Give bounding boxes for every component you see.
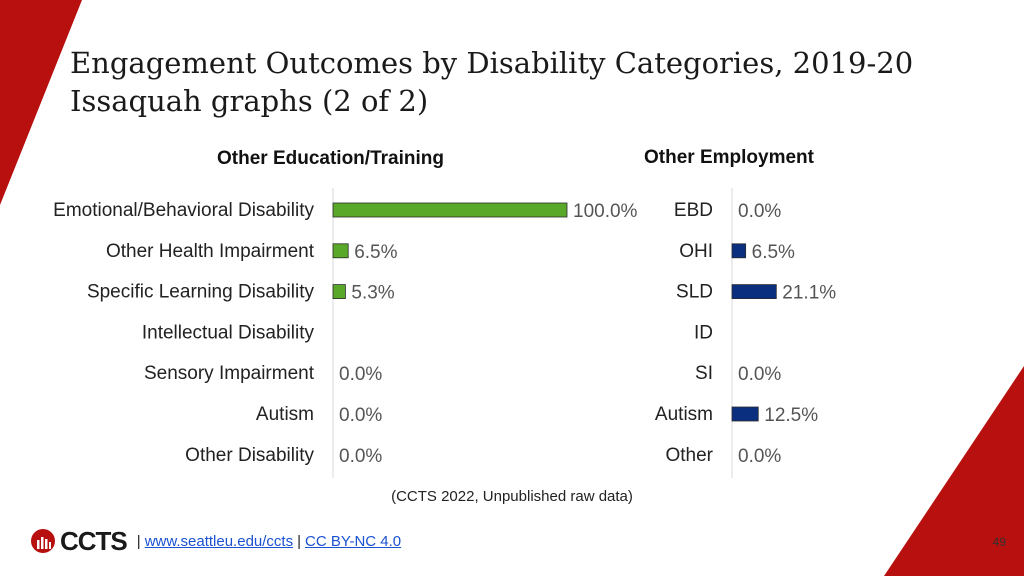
slide-title: Engagement Outcomes by Disability Catego… <box>70 44 990 120</box>
value-label-employment: 0.0% <box>738 364 781 385</box>
footer-link-website[interactable]: www.seattleu.edu/ccts <box>144 532 294 550</box>
category-label-employment: SI <box>695 363 713 384</box>
category-label-employment: ID <box>694 322 713 343</box>
category-label-education: Specific Learning Disability <box>87 282 315 303</box>
top-left-accent-triangle <box>0 0 82 205</box>
bar-employment <box>731 284 777 300</box>
chart-title-education: Other Education/Training <box>217 148 444 169</box>
ccts-logo: CCTS <box>30 525 128 557</box>
footer-separator: | <box>136 532 141 550</box>
category-label-education: Emotional/Behavioral Disability <box>53 200 314 221</box>
value-label-education: 6.5% <box>354 242 397 263</box>
bar-education <box>332 243 349 259</box>
category-label-employment: Other <box>665 445 713 466</box>
ccts-logo-icon <box>31 529 55 553</box>
category-label-employment: Autism <box>655 404 713 425</box>
bar-education <box>332 202 568 218</box>
chart-title-employment: Other Employment <box>644 147 814 168</box>
category-label-education: Other Health Impairment <box>106 241 315 262</box>
bar-education <box>332 284 346 300</box>
ccts-logo-text: CCTS <box>60 525 128 556</box>
category-label-employment: EBD <box>674 200 713 221</box>
category-label-education: Other Disability <box>185 445 314 466</box>
value-label-education: 0.0% <box>339 446 382 467</box>
category-label-employment: SLD <box>676 282 713 303</box>
footer-link-license[interactable]: CC BY-NC 4.0 <box>305 532 402 550</box>
value-label-employment: 0.0% <box>738 201 781 222</box>
category-label-education: Sensory Impairment <box>144 363 315 384</box>
slide-title-line-1: Engagement Outcomes by Disability Catego… <box>70 46 914 80</box>
page-number: 49 <box>992 535 1006 549</box>
bar-employment <box>731 243 747 259</box>
value-label-education: 100.0% <box>573 201 638 222</box>
category-label-education: Autism <box>256 404 314 425</box>
footer: CCTS | www.seattleu.edu/ccts | CC BY-NC … <box>30 526 401 556</box>
category-label-education: Intellectual Disability <box>142 322 315 343</box>
value-label-employment: 12.5% <box>764 405 818 426</box>
value-label-education: 5.3% <box>351 283 394 304</box>
source-note: (CCTS 2022, Unpublished raw data) <box>391 488 633 505</box>
value-label-education: 0.0% <box>339 405 382 426</box>
slide-title-line-2: Issaquah graphs (2 of 2) <box>70 84 429 118</box>
value-label-education: 0.0% <box>339 364 382 385</box>
footer-separator: | <box>297 532 301 550</box>
category-label-employment: OHI <box>679 241 713 262</box>
value-label-employment: 6.5% <box>752 242 795 263</box>
value-label-employment: 0.0% <box>738 446 781 467</box>
bottom-right-accent-triangle <box>884 366 1024 576</box>
value-label-employment: 21.1% <box>782 283 836 304</box>
bar-employment <box>731 406 759 422</box>
